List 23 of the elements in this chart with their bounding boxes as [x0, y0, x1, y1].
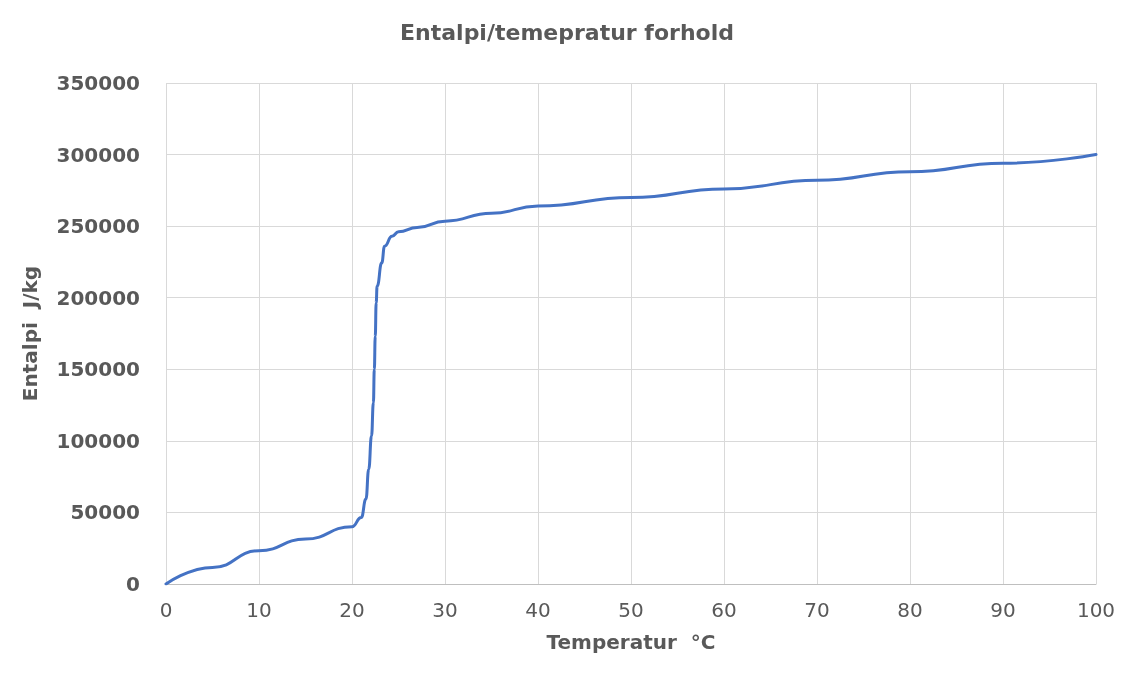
x-tick-label: 60 [711, 598, 737, 622]
x-tick-label: 90 [990, 598, 1016, 622]
x-tick-label: 100 [1076, 598, 1116, 622]
x-tick-label: 30 [432, 598, 458, 622]
y-tick-label: 200000 [56, 285, 140, 310]
y-tick-label: 50000 [70, 500, 140, 525]
y-axis-title: Entalpi J/kg [18, 265, 42, 402]
y-tick-label: 350000 [56, 71, 140, 95]
x-tick-label: 20 [339, 598, 365, 622]
y-tick-label: 250000 [56, 214, 140, 239]
y-tick-label: 300000 [56, 142, 140, 167]
y-tick-label: 100000 [56, 428, 140, 453]
x-tick-label: 70 [804, 598, 830, 622]
x-tick-label: 0 [159, 598, 173, 622]
y-tick-label: 150000 [56, 357, 140, 382]
line-series [164, 153, 1098, 586]
x-axis-title: Temperatur °C [546, 630, 716, 654]
chart-title: Entalpi/temepratur forhold [400, 19, 734, 45]
x-tick-label: 10 [246, 598, 272, 622]
x-tick-label: 50 [618, 598, 644, 622]
x-tick-label: 80 [897, 598, 923, 622]
x-tick-label: 40 [525, 598, 551, 622]
y-tick-label: 0 [126, 572, 140, 596]
